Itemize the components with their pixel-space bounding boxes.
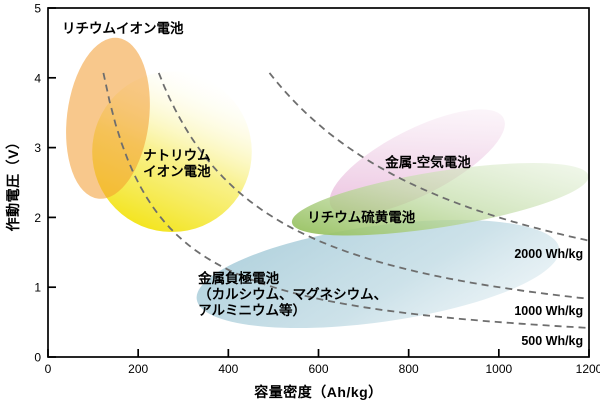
label-line: 500 Wh/kg: [521, 333, 584, 348]
y-tick-label-1: 1: [34, 281, 41, 295]
label-line: 金属-空気電池: [385, 155, 471, 171]
label-line: 金属負極電池: [198, 271, 280, 287]
x-tick-label-400: 400: [218, 362, 238, 376]
label-line: ナトリウム: [143, 148, 211, 164]
x-tick-label-800: 800: [399, 362, 419, 376]
iso-energy-curve-2000: [268, 72, 590, 242]
label-line: 1000 Wh/kg: [514, 303, 584, 318]
region-label-lithium-ion: リチウムイオン電池: [62, 21, 184, 37]
x-tick-label-1000: 1000: [485, 362, 512, 376]
label-line: （カルシウム、マグネシウム、: [198, 287, 388, 303]
energy-curve-label-500: 500 Wh/kg: [521, 334, 583, 348]
label-line: 2000 Wh/kg: [514, 246, 584, 261]
y-tick-label-0: 0: [34, 351, 41, 365]
x-tick-label-200: 200: [128, 362, 148, 376]
region-ellipse-lithium-sulfur: [291, 163, 589, 236]
label-line: イオン電池: [143, 164, 211, 180]
x-tick-label-600: 600: [308, 362, 328, 376]
label-line: リチウムイオン電池: [61, 21, 184, 37]
label-line: リチウム硫黄電池: [307, 209, 416, 225]
y-tick-label-3: 3: [34, 141, 41, 155]
x-tick-label-1200: 1200: [576, 362, 600, 376]
region-label-metal-air: 金属-空気電池: [385, 155, 471, 171]
y-tick-label-5: 5: [34, 2, 41, 16]
x-tick-label-0: 0: [45, 362, 52, 376]
iso-energy-curve-500: [102, 72, 590, 329]
y-tick-label-4: 4: [34, 71, 41, 85]
energy-curve-label-1000: 1000 Wh/kg: [514, 304, 583, 318]
x-axis-title: 容量密度（Ah/kg）: [254, 384, 383, 400]
iso-energy-curve-1000: [157, 72, 590, 300]
label-line: アルミニウム等）: [198, 303, 306, 319]
region-label-metal-anode: 金属負極電池 （カルシウム、マグネシウム、 アルミニウム等）: [198, 271, 387, 319]
energy-curve-label-2000: 2000 Wh/kg: [514, 247, 583, 261]
region-ellipse-lithium-ion: [66, 37, 150, 199]
region-label-sodium-ion: ナトリウム イオン電池: [143, 148, 211, 180]
region-ellipse-metal-anode: [196, 219, 560, 329]
y-tick-label-2: 2: [34, 211, 41, 225]
region-label-lithium-sulfur: リチウム硫黄電池: [307, 210, 415, 226]
y-axis-title: 作動電圧（V）: [5, 134, 21, 232]
